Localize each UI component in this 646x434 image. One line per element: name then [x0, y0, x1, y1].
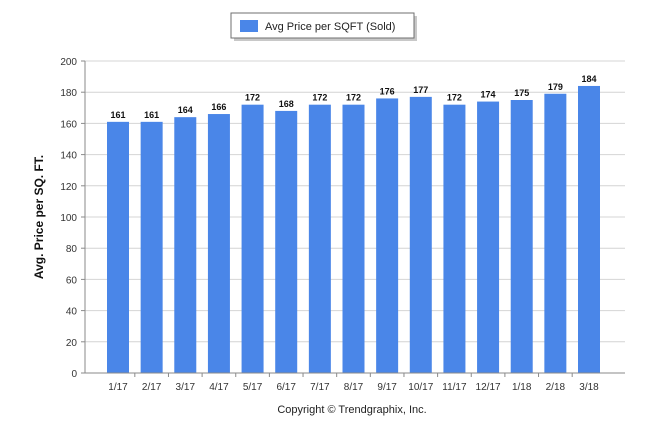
bar [510, 100, 533, 373]
bar [477, 101, 500, 373]
y-tick-label: 200 [60, 57, 77, 68]
legend: Avg Price per SQFT (Sold) [230, 12, 417, 41]
x-tick-label: 7/17 [310, 382, 330, 393]
bar-value-label: 164 [178, 105, 193, 115]
bar [174, 117, 197, 373]
legend-swatch [240, 20, 258, 32]
bar-value-label: 179 [548, 82, 563, 92]
x-tick-label: 11/17 [442, 382, 467, 393]
y-tick-label: 20 [66, 338, 78, 349]
y-axis-title: Avg. Price per SQ. FT. [32, 155, 46, 279]
x-tick-label: 3/17 [176, 382, 196, 393]
bar [409, 96, 432, 373]
y-tick-label: 40 [66, 307, 78, 318]
y-tick-label: 180 [60, 88, 77, 99]
x-tick-label: 4/17 [209, 382, 229, 393]
y-tick-label: 0 [71, 369, 77, 380]
bar [275, 110, 298, 374]
bar [544, 93, 567, 373]
x-tick-label: 10/17 [408, 382, 433, 393]
x-tick-label: 2/17 [142, 382, 162, 393]
x-tick-label: 3/18 [579, 382, 599, 393]
x-tick-label: 5/17 [243, 382, 263, 393]
y-axis-ticks: 0 20 40 60 80 100 120 140 160 180 200 [60, 57, 85, 380]
bar [241, 104, 264, 374]
y-tick-label: 140 [60, 151, 77, 162]
bar [107, 121, 129, 373]
x-axis-ticks: 1/17 2/17 3/17 4/17 5/17 6/17 7/17 8/17 9/17 10/1… [108, 373, 599, 393]
y-tick-label: 100 [60, 213, 77, 224]
bar-value-label: 166 [211, 102, 226, 112]
bar-value-label: 161 [144, 110, 159, 120]
data-labels: 161 161 164 166 172 168 172 172 176 177 172 174 175 1… [110, 74, 596, 120]
bar [443, 104, 466, 374]
bar [140, 121, 163, 373]
bar [342, 104, 365, 374]
bar-value-label: 175 [514, 88, 529, 98]
x-tick-label: 2/18 [546, 382, 566, 393]
bar-value-label: 172 [346, 93, 361, 103]
bar [376, 98, 399, 373]
bar-value-label: 177 [413, 85, 428, 95]
bar-value-label: 184 [581, 74, 596, 84]
x-tick-label: 1/18 [512, 382, 532, 393]
bar-value-label: 172 [447, 93, 462, 103]
y-tick-label: 60 [66, 275, 78, 286]
bar-value-label: 174 [481, 90, 496, 100]
bar [578, 85, 600, 374]
bars [107, 85, 600, 374]
legend-label: Avg Price per SQFT (Sold) [265, 21, 395, 33]
bar-value-label: 172 [312, 93, 327, 103]
y-tick-label: 120 [60, 182, 77, 193]
bar-value-label: 176 [380, 86, 395, 96]
y-tick-label: 80 [66, 244, 78, 255]
x-tick-label: 6/17 [276, 382, 296, 393]
x-tick-label: 8/17 [344, 382, 364, 393]
bar [308, 104, 331, 374]
bar-value-label: 161 [110, 110, 125, 120]
x-tick-label: 12/17 [476, 382, 501, 393]
bar-value-label: 172 [245, 93, 260, 103]
x-tick-label: 9/17 [377, 382, 397, 393]
bar-value-label: 168 [279, 99, 294, 109]
bar [207, 114, 230, 373]
y-tick-label: 160 [60, 119, 77, 130]
x-tick-label: 1/17 [108, 382, 128, 393]
footer-copyright: Copyright © Trendgraphix, Inc. [277, 404, 426, 416]
